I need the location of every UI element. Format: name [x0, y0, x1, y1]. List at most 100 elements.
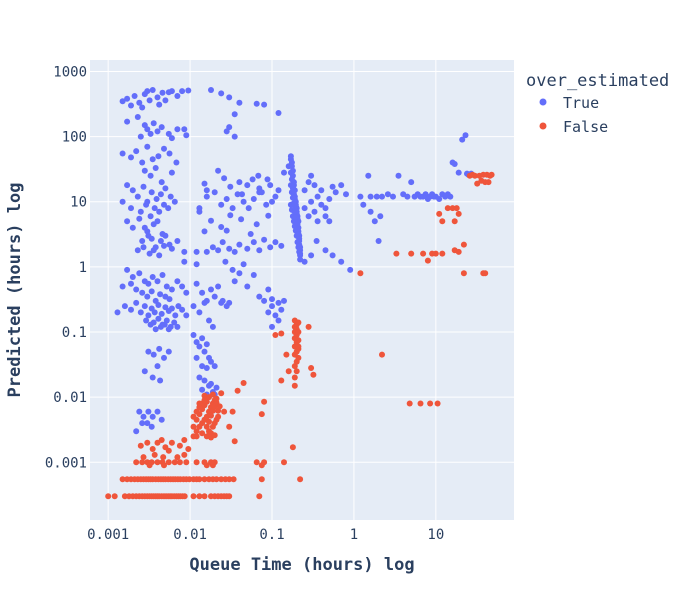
data-point[interactable] — [231, 248, 238, 255]
data-point[interactable] — [295, 231, 302, 237]
data-point[interactable] — [216, 403, 223, 410]
data-point[interactable] — [244, 283, 251, 290]
data-point[interactable] — [181, 258, 188, 265]
data-point[interactable] — [151, 451, 158, 458]
data-point[interactable] — [165, 130, 172, 137]
data-point[interactable] — [278, 306, 285, 313]
data-point[interactable] — [168, 169, 175, 176]
data-point[interactable] — [434, 400, 441, 407]
data-point[interactable] — [289, 194, 296, 201]
data-point[interactable] — [154, 278, 161, 285]
data-point[interactable] — [196, 493, 203, 500]
data-point[interactable] — [190, 413, 197, 420]
data-point[interactable] — [203, 341, 210, 348]
data-point[interactable] — [208, 87, 214, 93]
data-point[interactable] — [141, 368, 148, 375]
data-point[interactable] — [201, 228, 208, 235]
data-point[interactable] — [156, 101, 163, 108]
data-point[interactable] — [293, 219, 300, 226]
data-point[interactable] — [218, 224, 225, 230]
data-point[interactable] — [432, 250, 439, 257]
data-point[interactable] — [226, 423, 233, 430]
data-point[interactable] — [367, 208, 374, 215]
data-point[interactable] — [236, 270, 243, 277]
data-point[interactable] — [144, 126, 151, 133]
data-point[interactable] — [288, 176, 295, 183]
data-point[interactable] — [209, 323, 216, 330]
data-point[interactable] — [236, 179, 243, 186]
data-point[interactable] — [332, 189, 339, 196]
data-point[interactable] — [137, 442, 144, 449]
data-point[interactable] — [137, 309, 144, 316]
data-point[interactable] — [199, 289, 206, 296]
data-point[interactable] — [231, 438, 238, 445]
data-point[interactable] — [160, 454, 167, 461]
data-point[interactable] — [136, 99, 143, 106]
data-point[interactable] — [218, 201, 225, 208]
data-point[interactable] — [231, 133, 238, 140]
data-point[interactable] — [311, 208, 318, 215]
data-point[interactable] — [256, 293, 263, 300]
data-point[interactable] — [278, 330, 285, 337]
data-point[interactable] — [253, 459, 260, 466]
data-point[interactable] — [258, 462, 265, 469]
data-point[interactable] — [131, 93, 138, 99]
data-point[interactable] — [208, 217, 214, 224]
data-point[interactable] — [153, 196, 160, 202]
data-point[interactable] — [167, 193, 174, 200]
data-point[interactable] — [144, 439, 151, 446]
data-point[interactable] — [196, 309, 203, 316]
data-point[interactable] — [193, 248, 200, 255]
data-point[interactable] — [288, 163, 295, 170]
data-point[interactable] — [424, 257, 431, 264]
data-point[interactable] — [308, 172, 315, 179]
data-point[interactable] — [261, 236, 268, 243]
data-point[interactable] — [201, 392, 208, 399]
data-point[interactable] — [174, 126, 181, 133]
data-point[interactable] — [185, 446, 192, 452]
data-point[interactable] — [146, 97, 153, 104]
data-point[interactable] — [152, 165, 159, 171]
data-point[interactable] — [291, 382, 298, 389]
data-point[interactable] — [459, 136, 466, 143]
data-point[interactable] — [203, 423, 210, 430]
data-point[interactable] — [201, 476, 208, 483]
data-point[interactable] — [166, 150, 173, 157]
data-point[interactable] — [157, 291, 164, 298]
data-point[interactable] — [144, 420, 151, 427]
data-point[interactable] — [165, 447, 172, 454]
data-point[interactable] — [236, 99, 243, 106]
data-point[interactable] — [379, 193, 385, 200]
data-point[interactable] — [166, 296, 173, 303]
data-point[interactable] — [240, 261, 247, 268]
data-point[interactable] — [196, 374, 203, 381]
data-point[interactable] — [439, 218, 446, 225]
data-point[interactable] — [453, 205, 460, 212]
data-point[interactable] — [240, 198, 247, 205]
data-point[interactable] — [158, 310, 165, 317]
data-point[interactable] — [124, 182, 131, 189]
data-point[interactable] — [193, 261, 200, 268]
data-point[interactable] — [183, 459, 190, 466]
data-point[interactable] — [338, 182, 345, 189]
data-point[interactable] — [150, 247, 157, 254]
data-point[interactable] — [190, 493, 197, 500]
data-point[interactable] — [371, 218, 378, 225]
data-point[interactable] — [258, 476, 265, 483]
data-point[interactable] — [203, 365, 210, 371]
data-point[interactable] — [147, 172, 154, 179]
data-point[interactable] — [250, 196, 257, 202]
data-point[interactable] — [165, 326, 172, 333]
data-point[interactable] — [174, 454, 181, 461]
data-point[interactable] — [471, 172, 478, 179]
data-point[interactable] — [326, 218, 333, 225]
data-point[interactable] — [128, 306, 134, 313]
data-point[interactable] — [297, 256, 304, 263]
data-point[interactable] — [208, 358, 214, 365]
data-point[interactable] — [218, 299, 225, 306]
data-point[interactable] — [148, 288, 155, 295]
data-point[interactable] — [206, 418, 212, 425]
data-point[interactable] — [141, 303, 148, 310]
data-point[interactable] — [305, 323, 312, 330]
data-point[interactable] — [357, 270, 364, 277]
